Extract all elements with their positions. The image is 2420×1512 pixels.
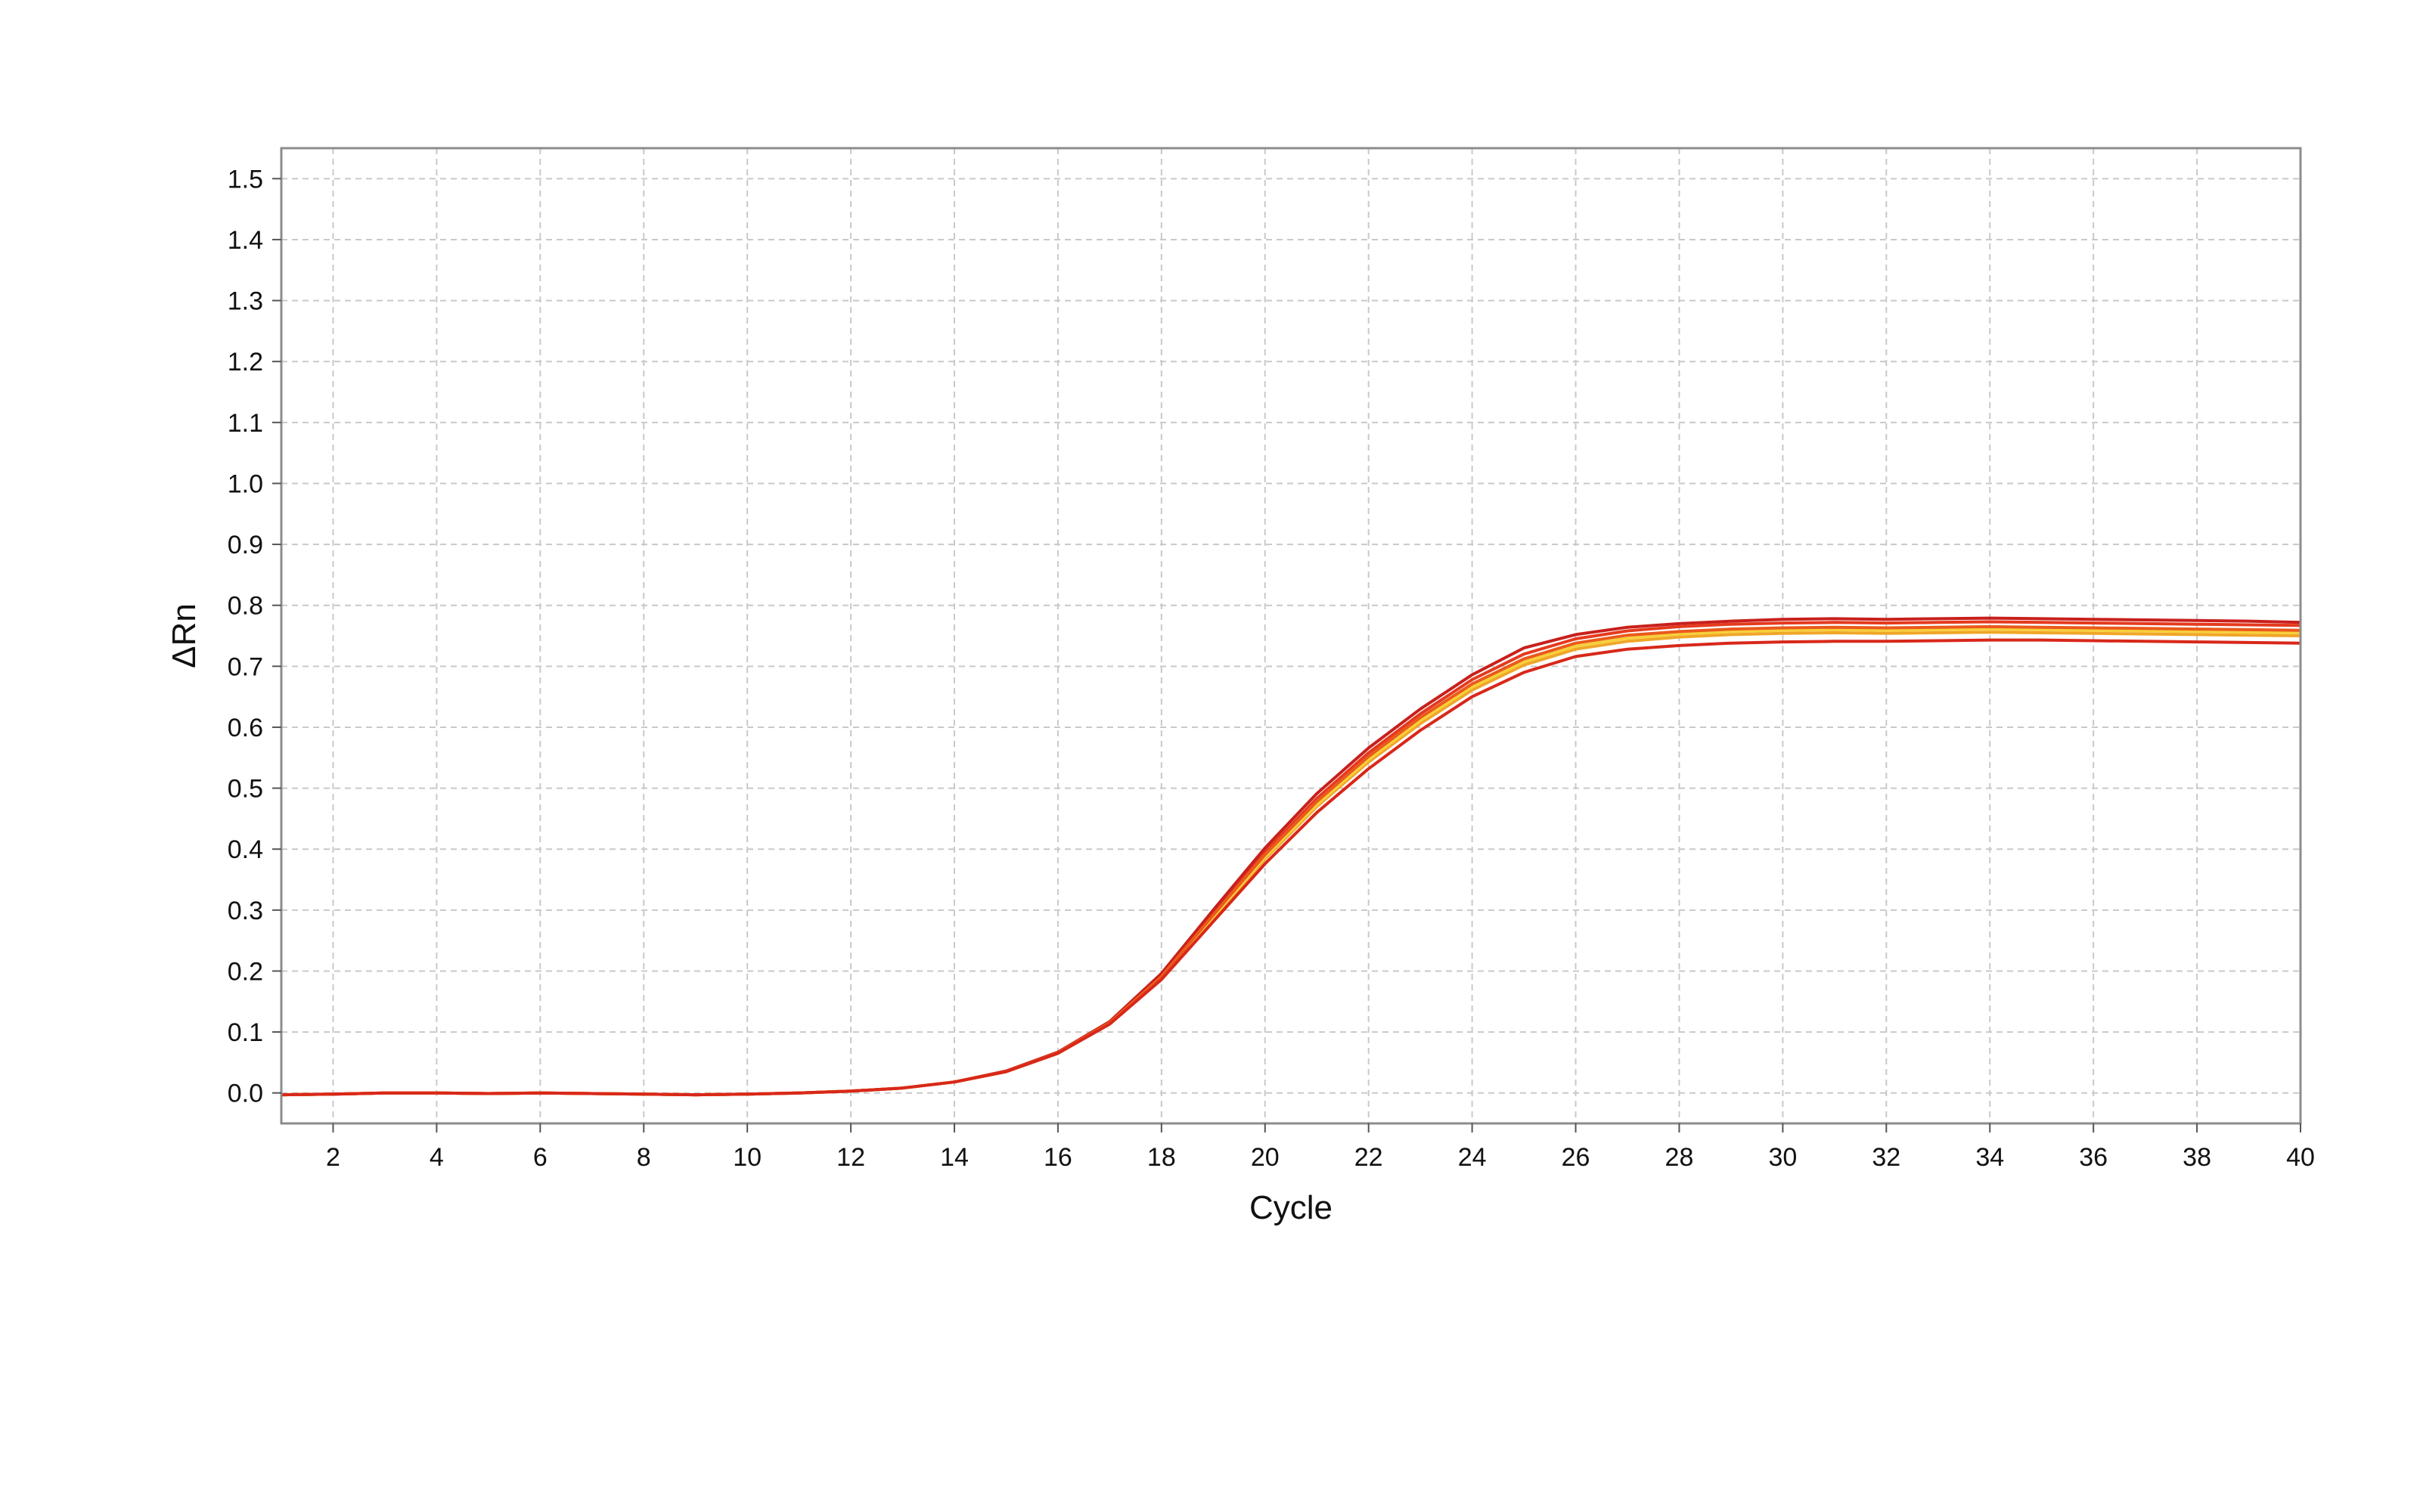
x-tick-label: 20 [1251, 1143, 1280, 1172]
y-tick-label: 0.6 [228, 714, 263, 742]
x-tick-label: 16 [1044, 1143, 1072, 1172]
x-tick-label: 32 [1872, 1143, 1900, 1172]
y-tick-label: 1.3 [228, 287, 263, 316]
x-tick-label: 6 [533, 1143, 548, 1172]
plot-frame [280, 147, 2302, 1125]
x-tick-label: 2 [326, 1143, 340, 1172]
series-lines [281, 616, 2301, 1097]
x-tick-label: 12 [836, 1143, 865, 1172]
y-tick-label: 0.0 [228, 1080, 263, 1108]
y-tick-label: 0.2 [228, 957, 263, 986]
y-tick-label: 0.5 [228, 775, 263, 804]
x-tick-label: 34 [1975, 1143, 2004, 1172]
series-line-6 [281, 638, 2301, 1097]
y-tick-label: 1.5 [228, 165, 263, 194]
x-tick-label: 30 [1768, 1143, 1797, 1172]
y-tick-label: 0.4 [228, 835, 263, 864]
y-axis-title: ΔRn [166, 603, 203, 668]
y-tick-label: 0.8 [228, 592, 263, 621]
y-tick-label: 1.4 [228, 226, 263, 255]
x-tick-label: 18 [1147, 1143, 1176, 1172]
y-tick-label: 0.3 [228, 897, 263, 925]
y-tick-label: 1.2 [228, 348, 263, 376]
x-tick-label: 36 [2079, 1143, 2108, 1172]
x-tick-label: 40 [2286, 1143, 2315, 1172]
x-tick-label: 10 [733, 1143, 762, 1172]
y-tick-label: 1.1 [228, 409, 263, 438]
x-tick-label: 38 [2183, 1143, 2211, 1172]
x-tick-label: 26 [1562, 1143, 1590, 1172]
x-tick-label: 8 [637, 1143, 651, 1172]
x-tick-label: 24 [1458, 1143, 1487, 1172]
y-tick-label: 0.7 [228, 652, 263, 681]
y-tick-label: 0.9 [228, 531, 263, 559]
x-axis-title: Cycle [1249, 1189, 1333, 1226]
y-tick-label: 1.0 [228, 469, 263, 498]
y-tick-label: 0.1 [228, 1018, 263, 1047]
grid [281, 148, 2301, 1123]
plot-area [281, 148, 2301, 1123]
x-tick-label: 22 [1354, 1143, 1383, 1172]
x-tick-label: 4 [430, 1143, 444, 1172]
x-tick-label: 14 [940, 1143, 969, 1172]
x-tick-label: 28 [1665, 1143, 1694, 1172]
axes: 2 4 6 8 10 12 14 16 18 20 22 24 26 28 30 32 34 36 38 400.00… [228, 147, 2315, 1172]
